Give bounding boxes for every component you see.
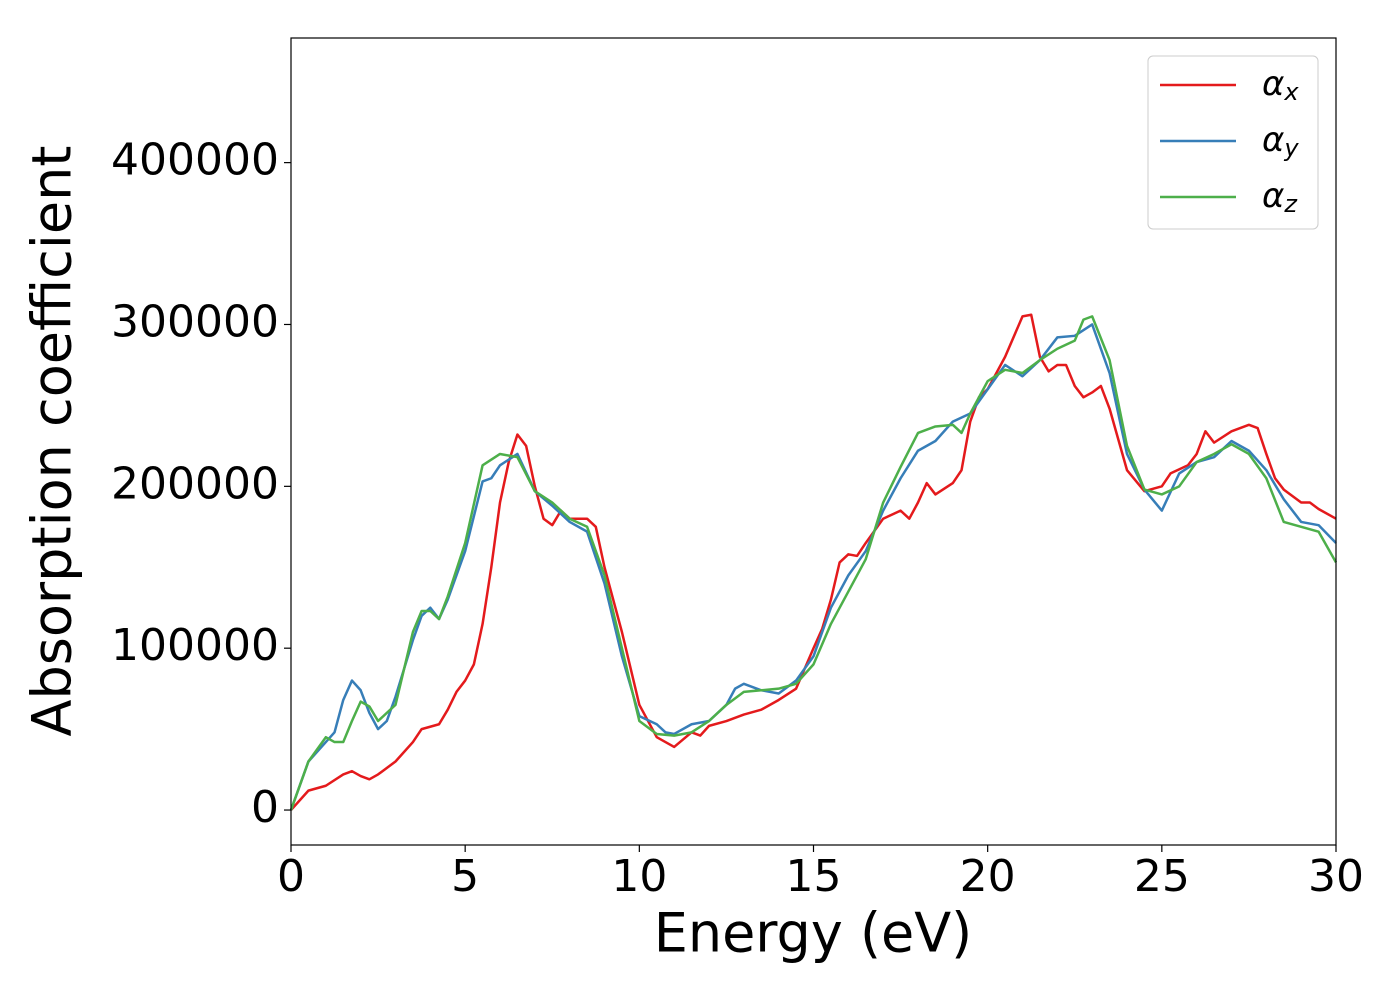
series-line — [289, 315, 1338, 811]
x-tick-label: 30 — [1308, 851, 1364, 902]
x-tick-label: 20 — [960, 851, 1016, 902]
legend-label: αx — [1262, 64, 1299, 107]
x-tick-label: 5 — [451, 851, 479, 902]
series-line — [290, 313, 1337, 811]
y-tick-label: 0 — [251, 782, 279, 833]
y-tick-label: 200000 — [111, 458, 279, 509]
x-tick-label: 15 — [786, 851, 842, 902]
y-tick-label: 100000 — [111, 620, 279, 671]
legend-box — [1147, 55, 1319, 230]
y-axis-label: Absorption coefficient — [21, 146, 84, 737]
y-tick-label: 400000 — [111, 135, 279, 186]
series-line — [289, 323, 1337, 811]
x-tick-label: 25 — [1134, 851, 1190, 902]
legend-label: αz — [1262, 176, 1298, 219]
x-axis-label: Energy (eV) — [654, 902, 973, 965]
x-tick-label: 10 — [611, 851, 667, 902]
x-tick-label: 0 — [277, 851, 305, 902]
legend-label: αy — [1262, 120, 1299, 163]
plot-area — [289, 313, 1338, 811]
y-tick-label: 300000 — [111, 296, 279, 347]
